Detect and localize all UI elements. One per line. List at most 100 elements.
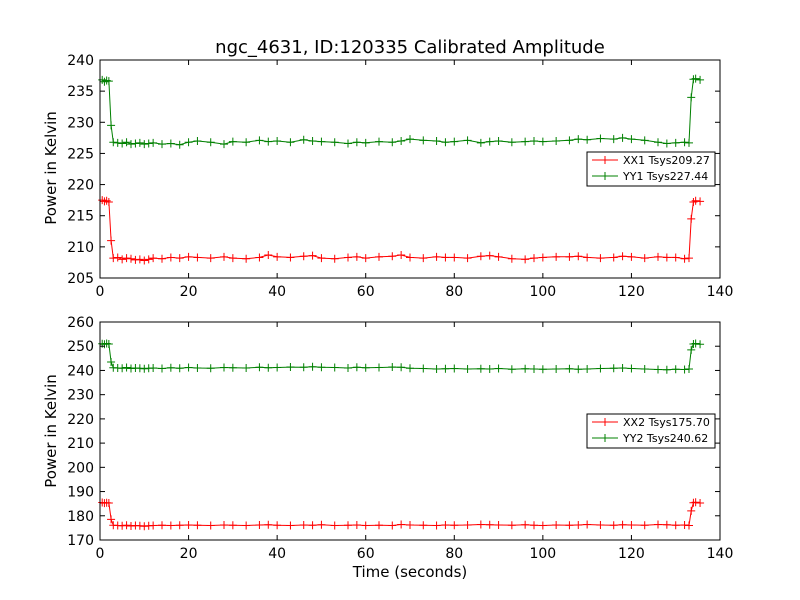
legend-marker-yy2 xyxy=(601,434,609,442)
top-series-1-point xyxy=(107,121,116,130)
bottom-y-tick-label: 180 xyxy=(67,509,94,525)
top-series-0-point xyxy=(685,254,693,263)
legend-label-yy2: YY2 Tsys240.62 xyxy=(622,432,708,445)
bottom-series-0-point xyxy=(361,521,370,530)
top-series-1-point xyxy=(618,133,627,142)
bottom-series-1-point xyxy=(397,363,406,372)
bottom-chart-legend: XX2 Tsys175.70 YY2 Tsys240.62 xyxy=(586,413,716,449)
bottom-series-0-point xyxy=(264,520,273,529)
top-series-0-point xyxy=(406,253,414,262)
bottom-series-0-point xyxy=(485,520,494,529)
top-series-0-point xyxy=(184,252,193,261)
top-series-0-point xyxy=(419,254,428,263)
bottom-series-1-point xyxy=(330,363,339,372)
bottom-y-tick-label: 260 xyxy=(67,315,94,331)
bottom-series-0-point xyxy=(476,520,485,529)
top-chart-plot-area: 0 20 40 60 80 100 120 140 205 210 215 220 225 230 235 2… xyxy=(67,53,733,300)
legend-label-yy1: YY1 Tsys227.44 xyxy=(622,170,708,183)
top-y-tick-label: 240 xyxy=(67,53,94,69)
top-series-1-point xyxy=(609,135,618,144)
top-series-1-point xyxy=(175,140,184,149)
bottom-series-1-point xyxy=(696,340,705,349)
top-chart: ngc_4631, ID:120335 Calibrated Amplitude… xyxy=(42,37,733,300)
top-series-1-point xyxy=(450,137,459,146)
bottom-series-0-point xyxy=(662,520,671,529)
top-series-0-point xyxy=(538,253,547,262)
top-series-1-point xyxy=(135,138,144,147)
bottom-y-tick-label: 200 xyxy=(67,460,94,476)
bottom-x-tick-label: 80 xyxy=(445,546,463,562)
top-series-0-point xyxy=(441,253,450,262)
bottom-y-tick-label: 190 xyxy=(67,485,94,501)
top-series-1-point xyxy=(494,136,503,145)
bottom-chart-plot-area: 0 20 40 60 80 100 120 140 170 180 190 200 210 220 230 2… xyxy=(67,315,733,562)
bottom-series-0-point xyxy=(450,521,459,530)
bottom-series-0-point xyxy=(530,521,538,530)
bottom-series-1-point xyxy=(530,364,538,373)
top-series-0-point xyxy=(583,253,592,262)
top-series-1-point xyxy=(206,138,215,147)
top-series-0-point xyxy=(565,252,574,261)
top-series-0-point xyxy=(109,254,118,263)
bottom-series-1-point xyxy=(662,365,671,374)
top-series-1-point xyxy=(308,136,317,145)
top-axes-frame xyxy=(99,59,721,279)
top-series-0-point xyxy=(507,254,516,263)
bottom-series-1-point xyxy=(166,363,175,372)
bottom-series-0-point xyxy=(654,520,662,529)
bottom-y-tick-label: 220 xyxy=(67,412,94,428)
top-series-0-point xyxy=(299,252,308,261)
top-series-0-point xyxy=(107,236,116,245)
top-series-1-point xyxy=(485,137,494,146)
bottom-series-1-point xyxy=(273,363,282,372)
top-x-tick-label: 40 xyxy=(268,284,286,300)
bottom-series-1-point xyxy=(640,364,649,373)
legend-marker-xx1 xyxy=(596,156,614,164)
bottom-series-0-point xyxy=(299,520,308,529)
top-series-1-point xyxy=(144,139,153,148)
bottom-chart-legend-box xyxy=(586,413,716,449)
top-x-tick-label: 20 xyxy=(180,284,198,300)
bottom-series-0-point xyxy=(175,521,184,530)
top-y-tick-label: 215 xyxy=(67,209,94,225)
top-series-0-point xyxy=(273,252,282,261)
top-series-0-point xyxy=(432,252,441,261)
top-series-1-point xyxy=(193,136,202,145)
bottom-series-0-point xyxy=(696,498,705,507)
bottom-series-0-point xyxy=(574,520,583,529)
top-series-1-point xyxy=(406,135,414,144)
top-series-0-point xyxy=(113,253,122,262)
bottom-series-1-point xyxy=(618,364,627,373)
bottom-x-tick-label: 0 xyxy=(96,546,105,562)
bottom-series-1-point xyxy=(375,363,383,372)
top-chart-legend-box xyxy=(586,151,716,187)
bottom-series-0-point xyxy=(463,520,472,529)
bottom-series-0-point xyxy=(627,520,636,529)
legend-marker-yy1 xyxy=(601,172,609,180)
bottom-series-0-point xyxy=(273,521,282,530)
top-x-tick-label: 0 xyxy=(96,284,105,300)
top-series-0-point xyxy=(450,253,459,262)
top-series-0-point xyxy=(317,254,326,263)
legend-label-xx2: XX2 Tsys175.70 xyxy=(623,416,710,429)
bottom-series-0-point xyxy=(107,515,116,524)
top-series-0-point xyxy=(662,253,671,262)
top-series-1-point xyxy=(671,138,680,147)
bottom-series-1-point xyxy=(596,364,605,373)
bottom-series-1-point xyxy=(476,364,485,373)
bottom-series-0-point xyxy=(618,520,627,529)
bottom-series-0-point xyxy=(640,521,649,530)
bottom-series-1-point xyxy=(565,364,574,373)
top-series-1-point xyxy=(521,137,530,146)
top-series-0-point xyxy=(640,254,649,263)
bottom-series-0-point xyxy=(507,521,516,530)
bottom-series-0-point xyxy=(521,520,530,529)
top-series-1-point xyxy=(118,139,127,148)
top-y-tick-label: 205 xyxy=(67,271,94,287)
bottom-x-tick-label: 20 xyxy=(180,546,198,562)
top-series-1-point xyxy=(264,137,273,146)
top-series-1-point xyxy=(687,93,696,102)
top-series-1-point xyxy=(574,135,583,144)
bottom-series-1-point xyxy=(538,365,547,374)
